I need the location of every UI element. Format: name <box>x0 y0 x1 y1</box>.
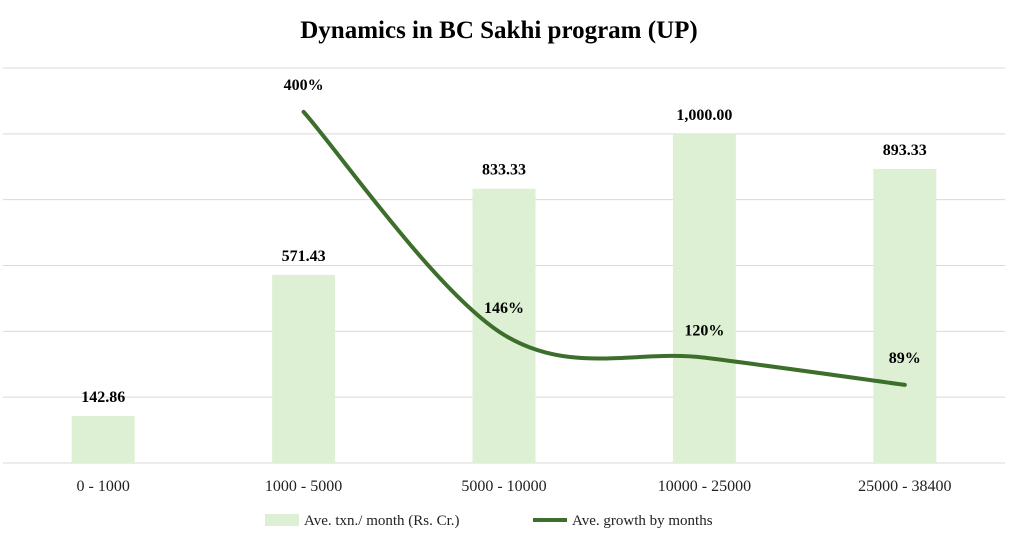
growth-value-label: 146% <box>484 300 524 317</box>
growth-value-label: 89% <box>889 350 921 367</box>
growth-value-label: 400% <box>284 77 324 94</box>
chart-title: Dynamics in BC Sakhi program (UP) <box>300 17 698 44</box>
x-axis-tick-labels: 0 - 1000 1000 - 5000 5000 - 10000 10000 - 2… <box>77 478 952 495</box>
bar <box>272 274 336 463</box>
legend-bar-label: Ave. txn./ month (Rs. Cr.) <box>304 513 460 529</box>
x-tick-label: 5000 - 10000 <box>461 478 546 495</box>
x-tick-label: 10000 - 25000 <box>658 478 751 495</box>
bar-value-label: 571.43 <box>282 248 326 265</box>
growth-line-series: 400% 146% 120% 89% <box>284 77 921 387</box>
x-tick-label: 0 - 1000 <box>77 478 130 495</box>
bar <box>71 415 135 463</box>
bar <box>472 188 536 463</box>
legend: Ave. txn./ month (Rs. Cr.) Ave. growth b… <box>265 513 713 529</box>
bar-value-label: 893.33 <box>883 142 927 159</box>
legend-line-label: Ave. growth by months <box>572 513 713 529</box>
bar-value-label: 142.86 <box>81 389 125 406</box>
x-tick-label: 25000 - 38400 <box>858 478 951 495</box>
x-tick-label: 1000 - 5000 <box>265 478 342 495</box>
bar-value-label: 1,000.00 <box>676 107 732 124</box>
bar <box>672 133 736 464</box>
legend-bar-swatch <box>265 514 299 526</box>
growth-value-label: 120% <box>684 323 724 340</box>
growth-line <box>301 109 907 387</box>
bar <box>873 168 937 463</box>
bar-series: 142.86 571.43 833.33 1,000.00 893.33 <box>71 107 937 464</box>
bar-value-label: 833.33 <box>482 162 526 179</box>
